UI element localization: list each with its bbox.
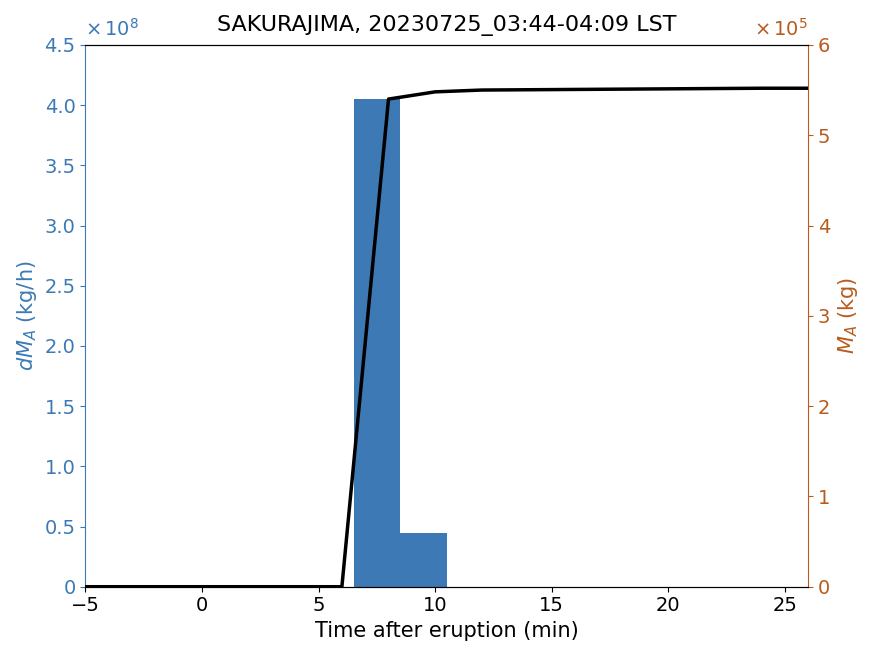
Y-axis label: $dM_A$ (kg/h): $dM_A$ (kg/h) bbox=[15, 260, 39, 371]
Bar bbox=[400, 533, 447, 586]
Title: SAKURAJIMA, 20230725_03:44-04:09 LST: SAKURAJIMA, 20230725_03:44-04:09 LST bbox=[217, 15, 676, 36]
Bar bbox=[354, 99, 400, 586]
Text: $\times\,10^5$: $\times\,10^5$ bbox=[754, 18, 808, 39]
Y-axis label: $M_A$ (kg): $M_A$ (kg) bbox=[836, 277, 860, 354]
Text: $\times\,10^8$: $\times\,10^8$ bbox=[86, 18, 140, 39]
X-axis label: Time after eruption (min): Time after eruption (min) bbox=[315, 621, 578, 641]
